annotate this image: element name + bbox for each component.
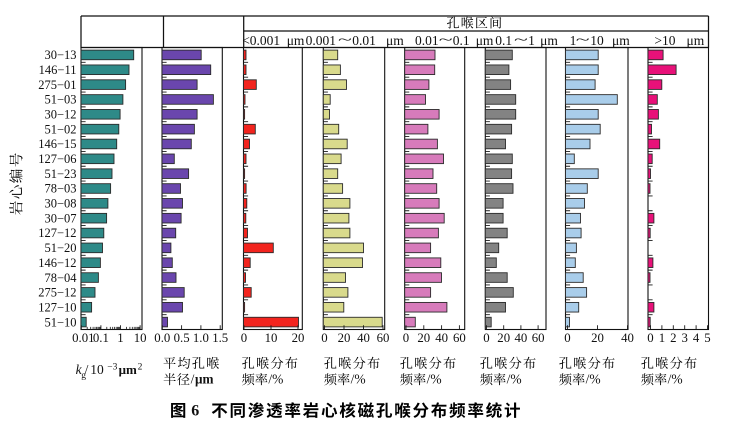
svg-text:0: 0	[403, 331, 409, 345]
svg-text:1.5: 1.5	[212, 331, 228, 345]
svg-text:51−20: 51−20	[44, 241, 76, 255]
svg-text:3: 3	[681, 331, 687, 345]
svg-text:/%: /%	[268, 372, 283, 387]
svg-text:0: 0	[321, 331, 327, 345]
svg-text:k: k	[76, 362, 83, 377]
svg-text:1: 1	[570, 33, 577, 48]
svg-text:60: 60	[453, 331, 466, 345]
svg-text:78−04: 78−04	[44, 271, 77, 285]
svg-text:~: ~	[338, 33, 352, 47]
svg-text:51−10: 51−10	[44, 315, 76, 329]
svg-text:~: ~	[439, 33, 453, 47]
svg-text:10: 10	[590, 33, 604, 48]
svg-text:30−08: 30−08	[44, 197, 76, 211]
svg-text:20: 20	[417, 331, 430, 345]
svg-text:~: ~	[514, 33, 528, 47]
svg-text:30−12: 30−12	[44, 107, 76, 121]
svg-text:/%: /%	[668, 372, 683, 387]
svg-text:0.1: 0.1	[93, 331, 109, 345]
svg-text:/%: /%	[351, 372, 366, 387]
svg-text:51−03: 51−03	[44, 93, 76, 107]
svg-text:>10: >10	[654, 33, 675, 48]
svg-text:−3: −3	[107, 363, 117, 373]
svg-text:μm: μm	[612, 33, 630, 48]
svg-text:127−12: 127−12	[38, 226, 76, 240]
svg-text:40: 40	[435, 331, 448, 345]
svg-text:0: 0	[564, 331, 570, 345]
svg-text:1: 1	[659, 331, 665, 345]
svg-text:/%: /%	[507, 372, 522, 387]
svg-text:μm: μm	[287, 33, 305, 48]
svg-text:275−12: 275−12	[38, 286, 76, 300]
svg-text:146−15: 146−15	[38, 137, 76, 151]
svg-text:/: /	[85, 362, 89, 377]
svg-text:<0.001: <0.001	[242, 33, 280, 48]
svg-text:10: 10	[134, 331, 147, 345]
svg-text:60: 60	[377, 331, 390, 345]
svg-text:0.1: 0.1	[453, 33, 470, 48]
svg-text:/%: /%	[586, 372, 601, 387]
svg-text:40: 40	[621, 331, 634, 345]
svg-text:6: 6	[191, 403, 199, 420]
svg-text:2: 2	[670, 331, 676, 345]
svg-text:30−13: 30−13	[44, 48, 76, 62]
svg-text:20: 20	[591, 331, 604, 345]
svg-text:0.001: 0.001	[306, 33, 336, 48]
svg-text:127−06: 127−06	[38, 152, 76, 166]
svg-text:~: ~	[576, 33, 590, 47]
svg-text:μm: μm	[687, 33, 705, 48]
svg-text:275−01: 275−01	[38, 78, 76, 92]
svg-text:146−12: 146−12	[38, 256, 76, 270]
svg-text:20: 20	[292, 331, 305, 345]
svg-text:/%: /%	[427, 372, 442, 387]
svg-text:μm: μm	[386, 33, 404, 48]
svg-text:4: 4	[693, 331, 700, 345]
svg-text:0.01: 0.01	[352, 33, 376, 48]
svg-text:2: 2	[138, 363, 143, 373]
svg-text:0: 0	[647, 331, 653, 345]
svg-text:51−02: 51−02	[44, 122, 76, 136]
svg-text:40: 40	[357, 331, 370, 345]
svg-text:1.0: 1.0	[193, 331, 209, 345]
svg-text:30−07: 30−07	[44, 211, 76, 225]
svg-text:20: 20	[338, 331, 351, 345]
svg-text:0.0: 0.0	[154, 331, 170, 345]
svg-text:10: 10	[90, 362, 104, 377]
svg-text:0: 0	[483, 331, 489, 345]
svg-text:0.5: 0.5	[174, 331, 190, 345]
svg-text:78−03: 78−03	[44, 182, 76, 196]
svg-text:5: 5	[704, 331, 710, 345]
svg-text:0.01: 0.01	[72, 331, 94, 345]
svg-text:0.01: 0.01	[415, 33, 439, 48]
svg-text:0.1: 0.1	[495, 33, 512, 48]
svg-text:51−23: 51−23	[44, 167, 76, 181]
svg-text:40: 40	[515, 331, 528, 345]
svg-text:μm: μm	[476, 33, 494, 48]
svg-text:146−11: 146−11	[39, 63, 77, 77]
svg-text:20: 20	[497, 331, 510, 345]
svg-text:μm: μm	[195, 372, 213, 387]
svg-text:/: /	[191, 372, 195, 387]
svg-text:g: g	[81, 371, 86, 381]
svg-text:127−10: 127−10	[38, 300, 76, 314]
svg-text:10: 10	[265, 331, 278, 345]
svg-text:60: 60	[532, 331, 545, 345]
svg-text:1: 1	[528, 33, 535, 48]
svg-text:μm: μm	[540, 33, 558, 48]
svg-text:0: 0	[241, 331, 247, 345]
svg-text:1: 1	[117, 331, 123, 345]
svg-text:μm: μm	[119, 362, 137, 377]
